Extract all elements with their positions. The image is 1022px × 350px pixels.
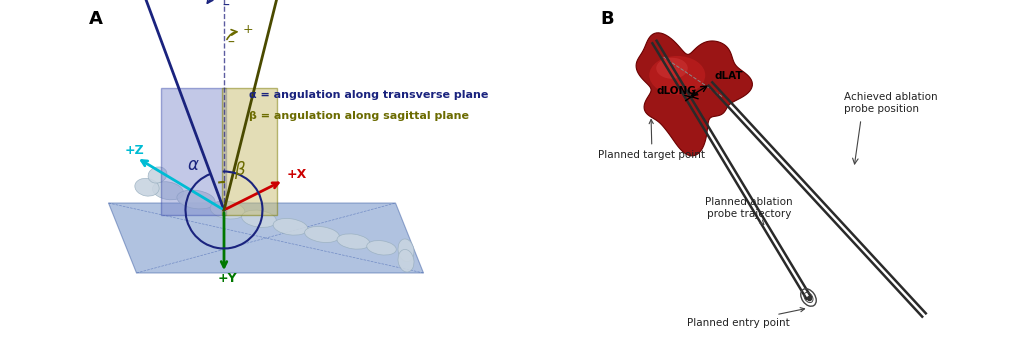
Text: +X: +X [287,168,308,182]
Ellipse shape [211,201,245,219]
Text: dLAT: dLAT [714,71,743,81]
Polygon shape [222,88,277,215]
Text: +Y: +Y [218,272,237,285]
Ellipse shape [656,58,688,79]
Text: dLONG: dLONG [656,86,696,96]
Ellipse shape [273,218,308,235]
Text: α: α [187,156,198,174]
Ellipse shape [337,234,370,249]
Ellipse shape [152,182,184,200]
Ellipse shape [177,190,215,209]
Text: –: – [228,36,234,50]
Ellipse shape [241,210,276,228]
Text: α = angulation along transverse plane: α = angulation along transverse plane [248,90,487,100]
Ellipse shape [649,56,705,94]
Polygon shape [161,88,226,215]
Ellipse shape [367,240,397,255]
Text: A: A [89,10,103,28]
Text: Achieved ablation
probe position: Achieved ablation probe position [843,92,937,114]
Text: Planned ablation
probe trajectory: Planned ablation probe trajectory [705,197,793,225]
Ellipse shape [135,178,159,196]
Text: +: + [242,23,252,36]
Ellipse shape [305,226,339,243]
Ellipse shape [398,250,414,272]
Text: β = angulation along sagittal plane: β = angulation along sagittal plane [248,111,468,121]
Ellipse shape [148,167,167,183]
Text: +Z: +Z [125,144,144,157]
Polygon shape [108,203,423,273]
Ellipse shape [398,239,414,261]
Text: β: β [234,161,244,179]
Text: Planned target point: Planned target point [599,119,705,160]
Text: –: – [222,0,229,13]
Text: Planned entry point: Planned entry point [687,308,804,328]
Text: B: B [600,10,614,28]
Polygon shape [636,33,752,156]
